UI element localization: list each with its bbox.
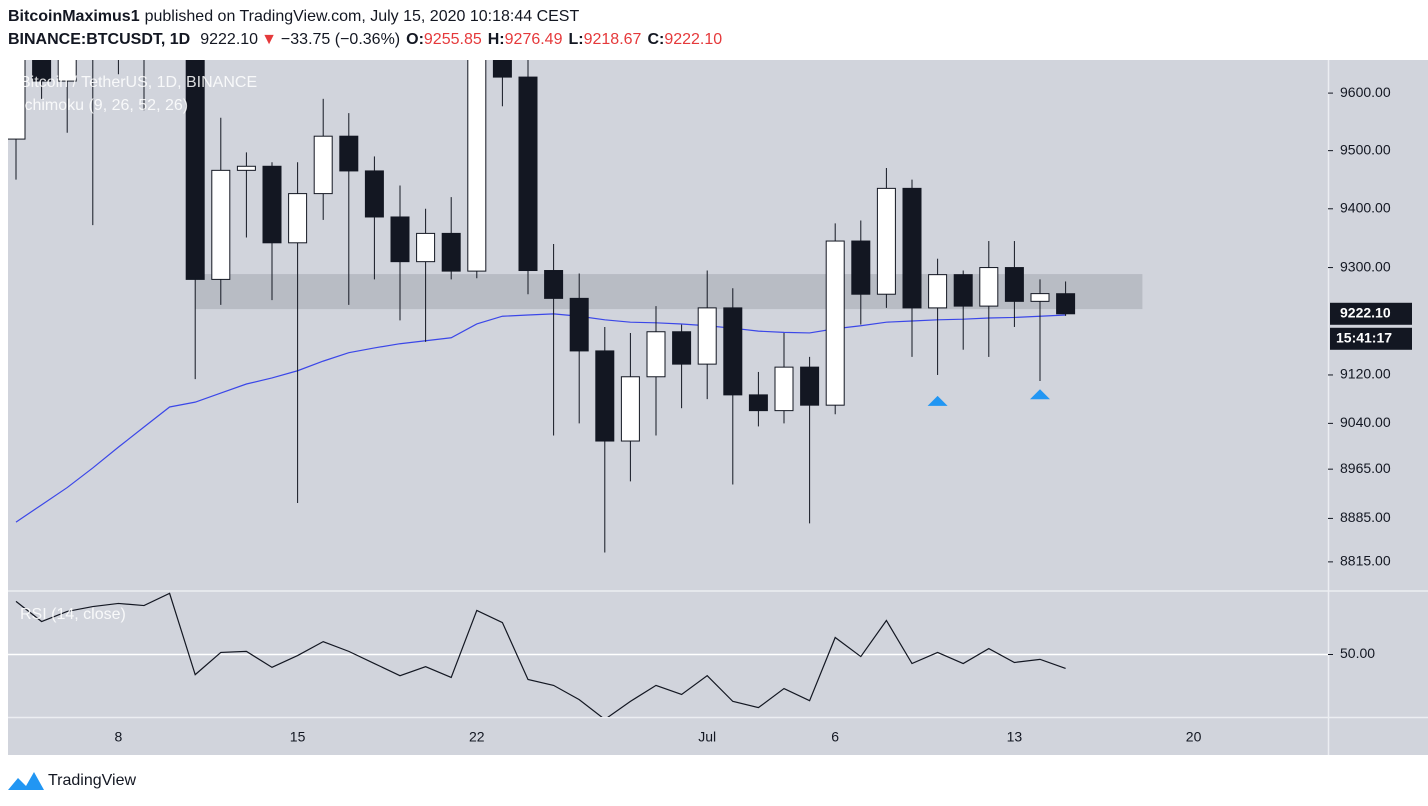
candle-body — [595, 350, 615, 442]
ohlc-key: O: — [406, 31, 424, 48]
candle-body — [211, 169, 231, 280]
x-tick-label: 15 — [290, 729, 306, 745]
symbol: BINANCE:BTCUSDT, 1D — [8, 31, 190, 48]
last-price: 9222.10 — [200, 31, 258, 48]
candle-body — [953, 274, 973, 307]
change-arrow: ▼ — [261, 31, 277, 48]
y-tick-label: 8965.00 — [1340, 460, 1391, 476]
series-line — [15, 592, 1066, 717]
publish-line: BitcoinMaximus1 published on TradingView.… — [8, 8, 579, 25]
x-tick-label: 6 — [831, 729, 839, 745]
rsi-pane — [8, 592, 1328, 717]
candle-body — [467, 60, 487, 272]
candle-body — [672, 331, 692, 365]
ohlc-key: C: — [647, 31, 664, 48]
marker — [927, 395, 948, 406]
candle-body — [876, 187, 896, 295]
x-tick-label: Jul — [698, 729, 716, 745]
ohlc-value: 9218.67 — [584, 31, 642, 48]
candle-body — [774, 366, 794, 412]
y-tick-label: 50.00 — [1340, 645, 1375, 661]
candle-body — [646, 331, 666, 378]
y-tick-label: 9120.00 — [1340, 366, 1391, 382]
candle-body — [32, 60, 52, 82]
zone — [195, 274, 1143, 310]
candle-body — [825, 240, 845, 406]
candle-body — [1056, 293, 1076, 315]
candle-body — [748, 394, 768, 412]
candle-body — [902, 187, 922, 309]
indicator-label: Ichimoku (9, 26, 52, 26) — [20, 97, 188, 114]
axes: 9600.00 9500.00 9400.00 9300.00 9120.00 9040.… — [115, 84, 1412, 745]
candle-body — [723, 307, 743, 396]
candle-body — [313, 135, 333, 195]
candle-body — [979, 267, 999, 307]
published: published on TradingView.com, July 15, 2… — [145, 8, 580, 25]
marker — [1030, 389, 1050, 400]
y-tick-label: 9500.00 — [1340, 141, 1391, 157]
candle-body — [800, 366, 820, 406]
last-price-label: 9222.10 — [1340, 304, 1391, 320]
candle-body — [620, 376, 640, 442]
x-tick-label: 22 — [469, 729, 485, 745]
candle-body — [928, 274, 948, 309]
ohlc-value: 9222.10 — [664, 31, 722, 48]
candle-body — [416, 232, 436, 263]
price-pane — [8, 60, 1143, 553]
candle-body — [185, 60, 205, 280]
ohlc-value: 9255.85 — [424, 31, 482, 48]
x-tick-label: 13 — [1007, 729, 1023, 745]
last-price-box — [1330, 302, 1412, 325]
author: BitcoinMaximus1 — [8, 8, 140, 25]
countdown-box — [1330, 327, 1412, 350]
candle-body — [569, 297, 589, 352]
symbol-line: BINANCE:BTCUSDT, 1D 9222.10 ▼ −33.75 (−0.36… — [8, 31, 722, 48]
candle-body — [390, 216, 410, 263]
ohlc-value: 9276.49 — [505, 31, 563, 48]
y-tick-label: 8815.00 — [1340, 553, 1391, 569]
candle-body — [851, 240, 871, 295]
chart-title: Bitcoin / TetherUS, 1D, BINANCE — [20, 74, 257, 91]
ohlc-key: L: — [568, 31, 583, 48]
y-tick-label: 8885.00 — [1340, 509, 1391, 525]
y-tick-label: 9400.00 — [1340, 199, 1391, 215]
ohlc-key: H: — [488, 31, 505, 48]
candle-body — [8, 60, 26, 140]
candle-body — [544, 270, 564, 299]
candle-body — [697, 307, 717, 365]
y-tick-label: 9300.00 — [1340, 258, 1391, 274]
x-tick-label: 20 — [1186, 729, 1202, 745]
candle-body — [262, 165, 282, 244]
candle-body — [441, 232, 461, 272]
candle-body — [57, 60, 77, 82]
countdown: 15:41:17 — [1336, 329, 1392, 345]
series-line — [15, 313, 1066, 523]
logo: TradingView — [8, 772, 136, 790]
candle-body — [364, 170, 384, 218]
candle-body — [236, 165, 256, 171]
candle-body — [288, 193, 308, 244]
rsi-label: RSI (14, close) — [20, 606, 126, 623]
logo-icon — [8, 772, 44, 790]
candle-body — [518, 76, 538, 272]
candle-body — [1030, 293, 1050, 302]
candle-body — [492, 60, 512, 78]
change: −33.75 (−0.36%) — [281, 31, 400, 48]
y-tick-label: 9040.00 — [1340, 414, 1391, 430]
y-tick-label: 9600.00 — [1340, 84, 1391, 100]
candle-body — [1004, 267, 1024, 302]
chart-background — [8, 60, 1428, 755]
candle-body — [339, 135, 359, 172]
x-tick-label: 8 — [115, 729, 123, 745]
logo-text: TradingView — [48, 772, 136, 789]
